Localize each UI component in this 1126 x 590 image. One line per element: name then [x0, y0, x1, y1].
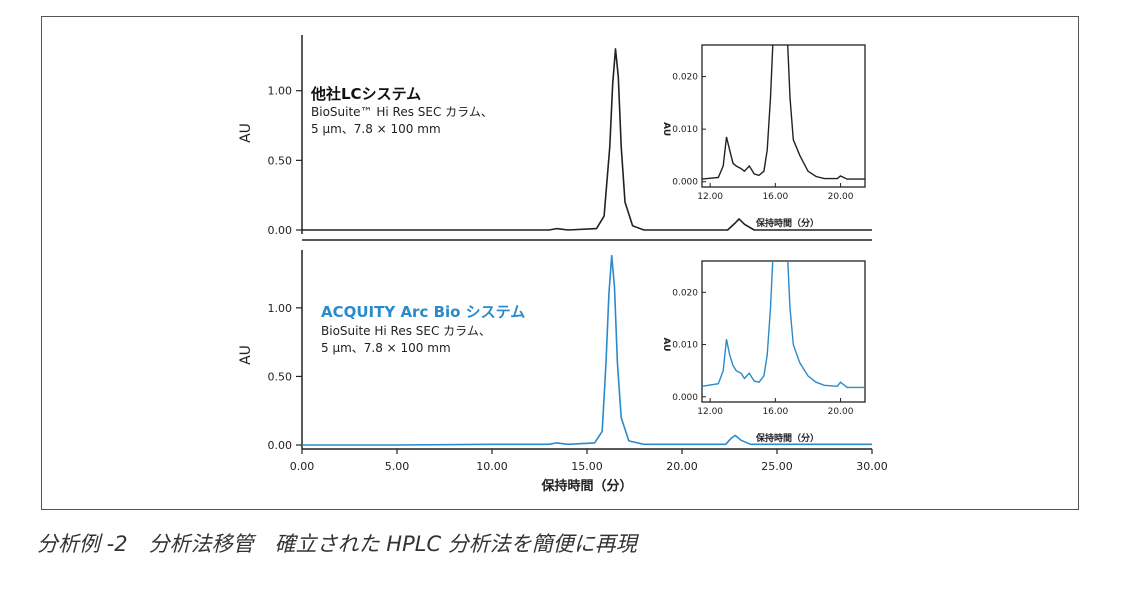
x-tick-label: 15.00 — [571, 460, 603, 473]
panel-acquity-arc-bio: 0.00 0.50 1.00 0.00 5.00 10.00 15.00 20.00 25.00… — [238, 250, 888, 494]
x-tick-label: 5.00 — [385, 460, 410, 473]
column-info-line: 5 µm、7.8 × 100 mm — [311, 122, 441, 136]
x-axis-title: 保持時間（分） — [540, 478, 632, 494]
y-axis-title: AU — [238, 345, 254, 365]
system-title: 他社LCシステム — [310, 85, 421, 103]
inset-y-tick-label: 0.020 — [672, 288, 698, 298]
y-tick-label: 0.00 — [268, 224, 293, 237]
inset-x-tick-label: 16.00 — [762, 192, 788, 202]
inset-y-tick-label: 0.000 — [672, 178, 698, 188]
inset-y-tick-label: 0.010 — [672, 341, 698, 351]
panel-other-lc: 0.00 0.50 1.00 AU 他社LCシステム BioSuite™ Hi Res S… — [238, 35, 872, 241]
x-tick-label: 0.00 — [290, 460, 315, 473]
y-tick-label: 0.50 — [268, 154, 293, 167]
figure-caption: 分析例 -2 分析法移管 確立された HPLC 分析法を簡便に再現 — [37, 532, 637, 556]
inset-chart: 0.000 0.010 0.020 12.00 16.00 20.00 保持時間（分） AU — [661, 260, 866, 444]
inset-x-tick-label: 12.00 — [697, 192, 723, 202]
inset-y-tick-label: 0.020 — [672, 73, 698, 83]
column-info-line: BioSuite™ Hi Res SEC カラム、 — [311, 105, 493, 119]
x-tick-label: 20.00 — [666, 460, 698, 473]
inset-y-tick-label: 0.010 — [672, 125, 698, 135]
inset-frame — [701, 44, 866, 188]
inset-x-tick-label: 20.00 — [828, 407, 854, 417]
y-axis-title: AU — [238, 123, 254, 143]
inset-x-tick-label: 20.00 — [828, 192, 854, 202]
y-tick-label: 0.50 — [268, 370, 293, 383]
inset-y-axis-title: AU — [661, 122, 671, 136]
x-tick-label: 10.00 — [476, 460, 508, 473]
chromatogram-trace — [302, 48, 872, 231]
inset-x-tick-label: 16.00 — [762, 407, 788, 417]
inset-x-tick-label: 12.00 — [697, 407, 723, 417]
inset-x-axis-title: 保持時間（分） — [755, 217, 819, 229]
inset-x-axis-title: 保持時間（分） — [755, 432, 819, 444]
inset-chart: 0.000 0.010 0.020 12.00 16.00 20.00 保持時間（分） AU — [661, 44, 866, 229]
figure-frame: 0.00 0.50 1.00 AU 他社LCシステム BioSuite™ Hi Res S… — [41, 16, 1079, 510]
column-info-line: BioSuite Hi Res SEC カラム、 — [321, 324, 491, 338]
inset-frame — [701, 260, 866, 403]
system-title: ACQUITY Arc Bio システム — [321, 303, 525, 321]
inset-trace — [702, 261, 865, 389]
inset-trace — [702, 45, 865, 180]
x-tick-label: 30.00 — [856, 460, 888, 473]
chromatogram-figure: 0.00 0.50 1.00 AU 他社LCシステム BioSuite™ Hi Res S… — [238, 35, 888, 494]
y-tick-label: 0.00 — [268, 439, 293, 452]
inset-y-axis-title: AU — [661, 338, 671, 352]
x-tick-label: 25.00 — [761, 460, 793, 473]
inset-y-tick-label: 0.000 — [672, 393, 698, 403]
y-tick-label: 1.00 — [268, 302, 293, 315]
column-info-line: 5 µm、7.8 × 100 mm — [321, 341, 451, 355]
chromatogram-trace — [302, 254, 872, 446]
y-tick-label: 1.00 — [268, 85, 293, 98]
